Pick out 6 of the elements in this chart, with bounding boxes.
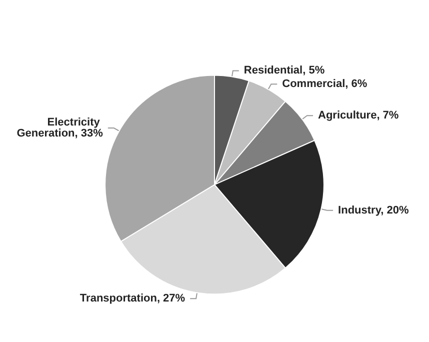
slice-label: Electricity Generation, 33% [16,116,104,140]
slice-label: Agriculture, 7% [318,110,399,122]
slice-label: Commercial, 6% [282,78,368,90]
slice-label: Transportation, 27% [80,292,186,305]
slice-label: Residential, 5% [244,64,325,77]
slice-label: Industry, 20% [338,204,409,216]
